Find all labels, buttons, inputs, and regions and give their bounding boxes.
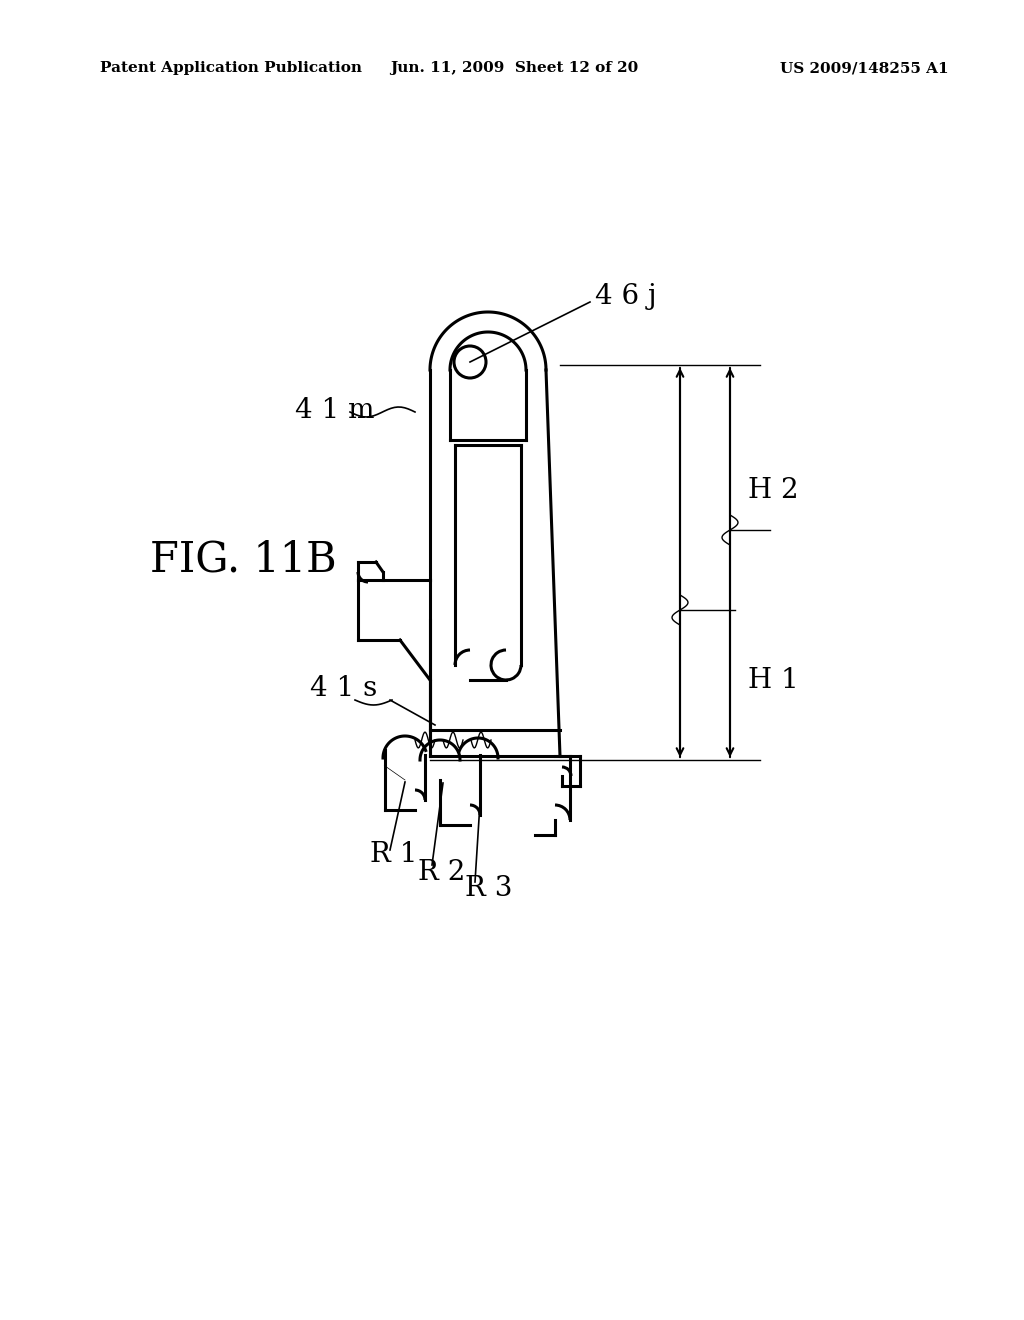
Text: R 3: R 3 [465, 874, 512, 902]
Text: Patent Application Publication: Patent Application Publication [100, 61, 362, 75]
Text: H 2: H 2 [748, 477, 799, 503]
Text: 4 6 j: 4 6 j [595, 282, 656, 309]
Text: H 1: H 1 [748, 667, 799, 693]
Text: 4 1 m: 4 1 m [295, 396, 375, 424]
Text: R 2: R 2 [418, 858, 465, 886]
Text: 4 1 s: 4 1 s [310, 675, 377, 701]
Text: Jun. 11, 2009  Sheet 12 of 20: Jun. 11, 2009 Sheet 12 of 20 [390, 61, 638, 75]
Text: FIG. 11B: FIG. 11B [150, 539, 337, 581]
Text: US 2009/148255 A1: US 2009/148255 A1 [780, 61, 948, 75]
Text: R 1: R 1 [370, 842, 418, 869]
